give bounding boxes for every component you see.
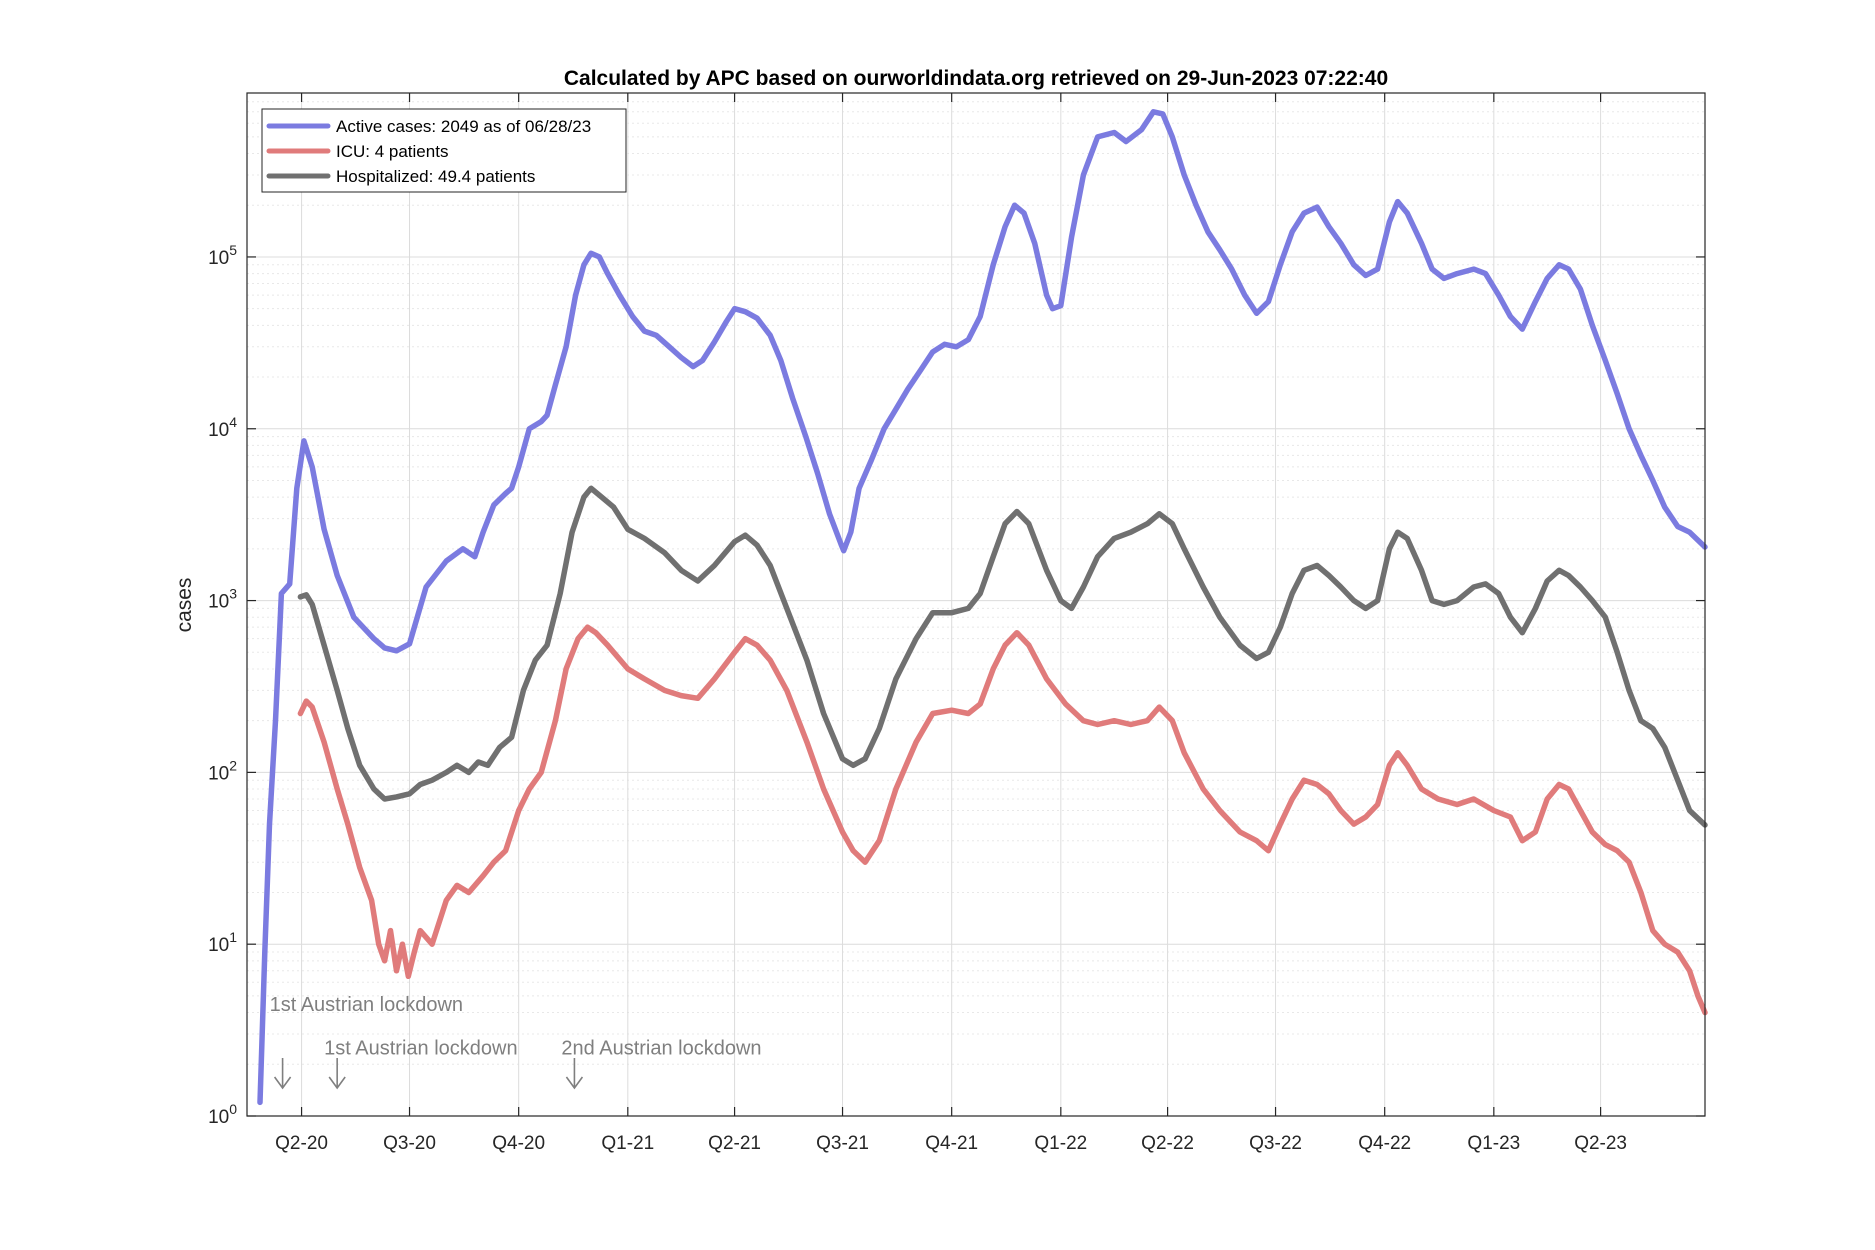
- series-layer: [257, 109, 1708, 1106]
- x-tick-label: Q2-23: [1574, 1133, 1627, 1154]
- x-tick-label: Q2-20: [275, 1133, 328, 1154]
- y-tick-base: 10: [208, 935, 229, 956]
- y-tick-base: 10: [208, 763, 229, 784]
- y-axis-label: cases: [173, 578, 196, 633]
- chart-title: Calculated by APC based on ourworldindat…: [564, 67, 1388, 90]
- annotation-label: 1st Austrian lockdown: [324, 1038, 517, 1060]
- legend-label-icu: ICU: 4 patients: [336, 142, 448, 161]
- lockdown-annotation: 2nd Austrian lockdown: [561, 1038, 762, 1090]
- grid: [247, 92, 1705, 1117]
- plot-area-frame: [246, 92, 1706, 1117]
- series-active-cases: [257, 109, 1708, 1106]
- annotation-arrow-head: [565, 1076, 584, 1090]
- y-tick-exponent: 1: [229, 929, 237, 945]
- lockdown-annotation: 1st Austrian lockdown: [270, 994, 463, 1090]
- y-tick-label: 100: [208, 1101, 237, 1128]
- y-tick-label: 105: [208, 242, 237, 269]
- y-tick-base: 10: [208, 248, 229, 269]
- x-tick-label: Q3-20: [383, 1133, 436, 1154]
- y-tick-label: 101: [208, 929, 237, 956]
- y-tick-label: 103: [208, 586, 237, 613]
- y-tick-exponent: 0: [229, 1101, 237, 1117]
- annotation-arrow-head: [273, 1076, 292, 1090]
- y-tick-exponent: 4: [229, 414, 237, 430]
- annotations: 1st Austrian lockdown 1st Austrian lockdo…: [270, 994, 762, 1090]
- legend-label-active-cases: Active cases: 2049 as of 06/28/23: [336, 117, 591, 136]
- x-tick-label: Q1-23: [1467, 1133, 1520, 1154]
- x-tick-label: Q1-22: [1034, 1133, 1087, 1154]
- x-tick-label: Q4-21: [925, 1133, 978, 1154]
- y-tick-exponent: 3: [229, 586, 237, 602]
- y-tick-label: 102: [208, 757, 237, 784]
- x-tick-label: Q4-22: [1358, 1133, 1411, 1154]
- x-tick-label: Q1-21: [601, 1133, 654, 1154]
- x-axis-ticks: Q2-20 Q3-20 Q4-20 Q1-21 Q2-21 Q3-21 Q4-21 Q1-22…: [275, 93, 1627, 1154]
- x-tick-label: Q3-21: [816, 1133, 869, 1154]
- y-tick-exponent: 2: [229, 757, 237, 773]
- legend-label-hospitalized: Hospitalized: 49.4 patients: [336, 167, 535, 186]
- series-hospitalized: [297, 485, 1708, 828]
- series-icu: [297, 624, 1708, 1016]
- annotation-label: 1st Austrian lockdown: [270, 994, 463, 1016]
- y-tick-base: 10: [208, 420, 229, 441]
- annotation-arrow-head: [328, 1076, 346, 1090]
- legend: Active cases: 2049 as of 06/28/23 ICU: 4…: [261, 108, 627, 193]
- x-tick-label: Q2-22: [1141, 1133, 1194, 1154]
- x-tick-label: Q4-20: [492, 1133, 545, 1154]
- y-tick-base: 10: [208, 592, 229, 613]
- y-tick-base: 10: [208, 1107, 229, 1128]
- x-tick-label: Q3-22: [1249, 1133, 1302, 1154]
- y-tick-label: 104: [208, 414, 237, 441]
- annotation-label: 2nd Austrian lockdown: [561, 1038, 761, 1060]
- lockdown-annotation: 1st Austrian lockdown: [324, 1038, 518, 1090]
- y-tick-exponent: 5: [229, 242, 237, 258]
- x-tick-label: Q2-21: [708, 1133, 761, 1154]
